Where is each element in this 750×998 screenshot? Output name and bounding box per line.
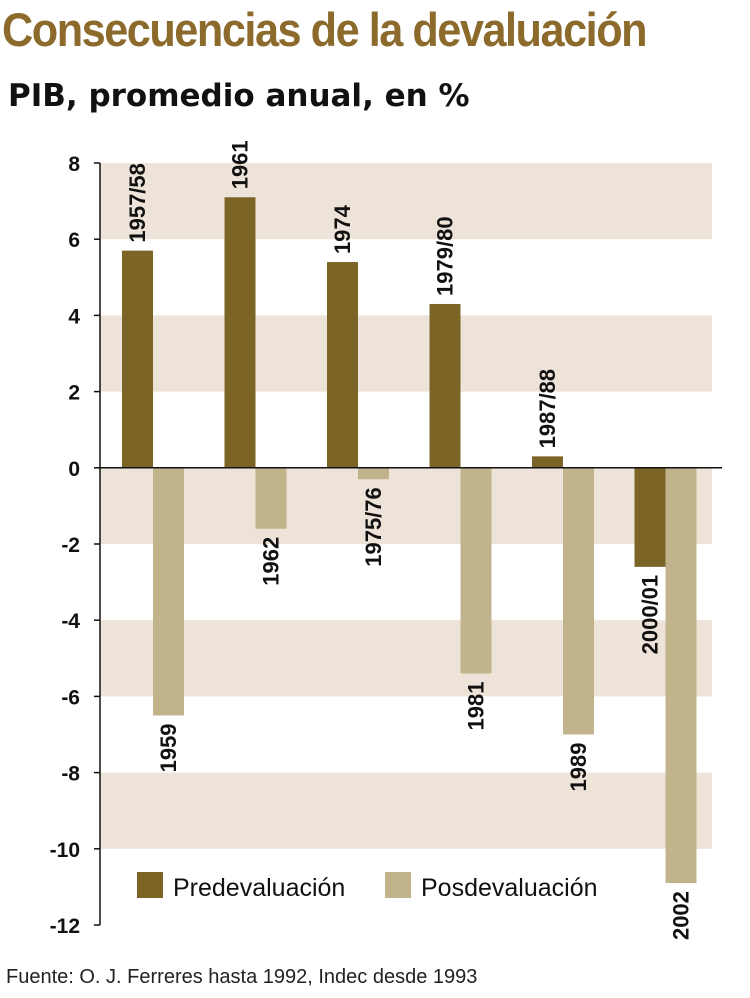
data-labels: 1957/58 1959 1961 1962 1974 1975/76 1979/80 198…: [125, 140, 694, 940]
y-tick-label: -10: [50, 839, 80, 862]
bar-posdevaluacion: [563, 467, 594, 735]
chart-subtitle: PIB, promedio anual, en %: [8, 78, 470, 114]
bar-predevaluacion: [634, 467, 666, 567]
bar-predevaluacion: [532, 456, 563, 468]
grid-band: [100, 315, 712, 392]
y-tick-label: -12: [50, 915, 80, 938]
data-label: 1957/58: [125, 163, 150, 243]
legend: Predevaluación Posdevaluación: [137, 872, 598, 902]
y-tick-label: 6: [68, 229, 80, 252]
data-label: 2000/01: [638, 575, 663, 655]
bar-predevaluacion: [327, 262, 358, 468]
data-label: 1981: [464, 682, 489, 731]
data-label: 1961: [228, 140, 253, 189]
y-tick-label: -8: [61, 763, 80, 786]
data-label: 1975/76: [361, 487, 386, 567]
y-tick-label: 2: [68, 382, 80, 405]
bar-predevaluacion: [429, 303, 461, 468]
legend-swatch-posdevaluacion: [385, 872, 411, 898]
y-tick-label: 0: [68, 458, 80, 481]
data-label: 1974: [330, 204, 355, 254]
y-axis: 8 6 4 2 0 -2 -4 -6 -8 -10 -12: [50, 153, 101, 938]
y-tick-label: -6: [61, 686, 80, 709]
bar-predevaluacion: [122, 250, 153, 468]
bar-posdevaluacion: [358, 467, 389, 480]
data-label: 1979/80: [433, 216, 458, 296]
bar-posdevaluacion: [153, 467, 184, 716]
bars: [100, 197, 722, 884]
y-tick-label: 8: [68, 153, 80, 176]
data-label: 2002: [669, 891, 694, 940]
bar-posdevaluacion: [665, 467, 697, 884]
legend-swatch-predevaluacion: [137, 872, 163, 898]
bar-predevaluacion: [224, 197, 256, 468]
data-label: 1987/88: [535, 369, 560, 449]
data-label: 1989: [566, 743, 591, 792]
legend-label-predevaluacion: Predevaluación: [173, 874, 345, 902]
bar-posdevaluacion: [460, 467, 492, 674]
legend-label-posdevaluacion: Posdevaluación: [421, 874, 598, 902]
chart-title: Consecuencias de la devaluación: [2, 3, 648, 56]
y-tick-label: -4: [61, 610, 80, 633]
grid-band: [100, 163, 712, 240]
grid-band: [100, 772, 712, 849]
source-note: Fuente: O. J. Ferreres hasta 1992, Indec…: [6, 966, 478, 988]
data-label: 1962: [259, 537, 284, 586]
data-label: 1959: [156, 723, 181, 772]
y-tick-label: -2: [61, 534, 80, 557]
grid-bands: [100, 163, 712, 849]
grid-band: [100, 467, 712, 544]
y-tick-label: 4: [68, 305, 80, 328]
bar-posdevaluacion: [255, 467, 287, 529]
grid-band: [100, 620, 712, 697]
